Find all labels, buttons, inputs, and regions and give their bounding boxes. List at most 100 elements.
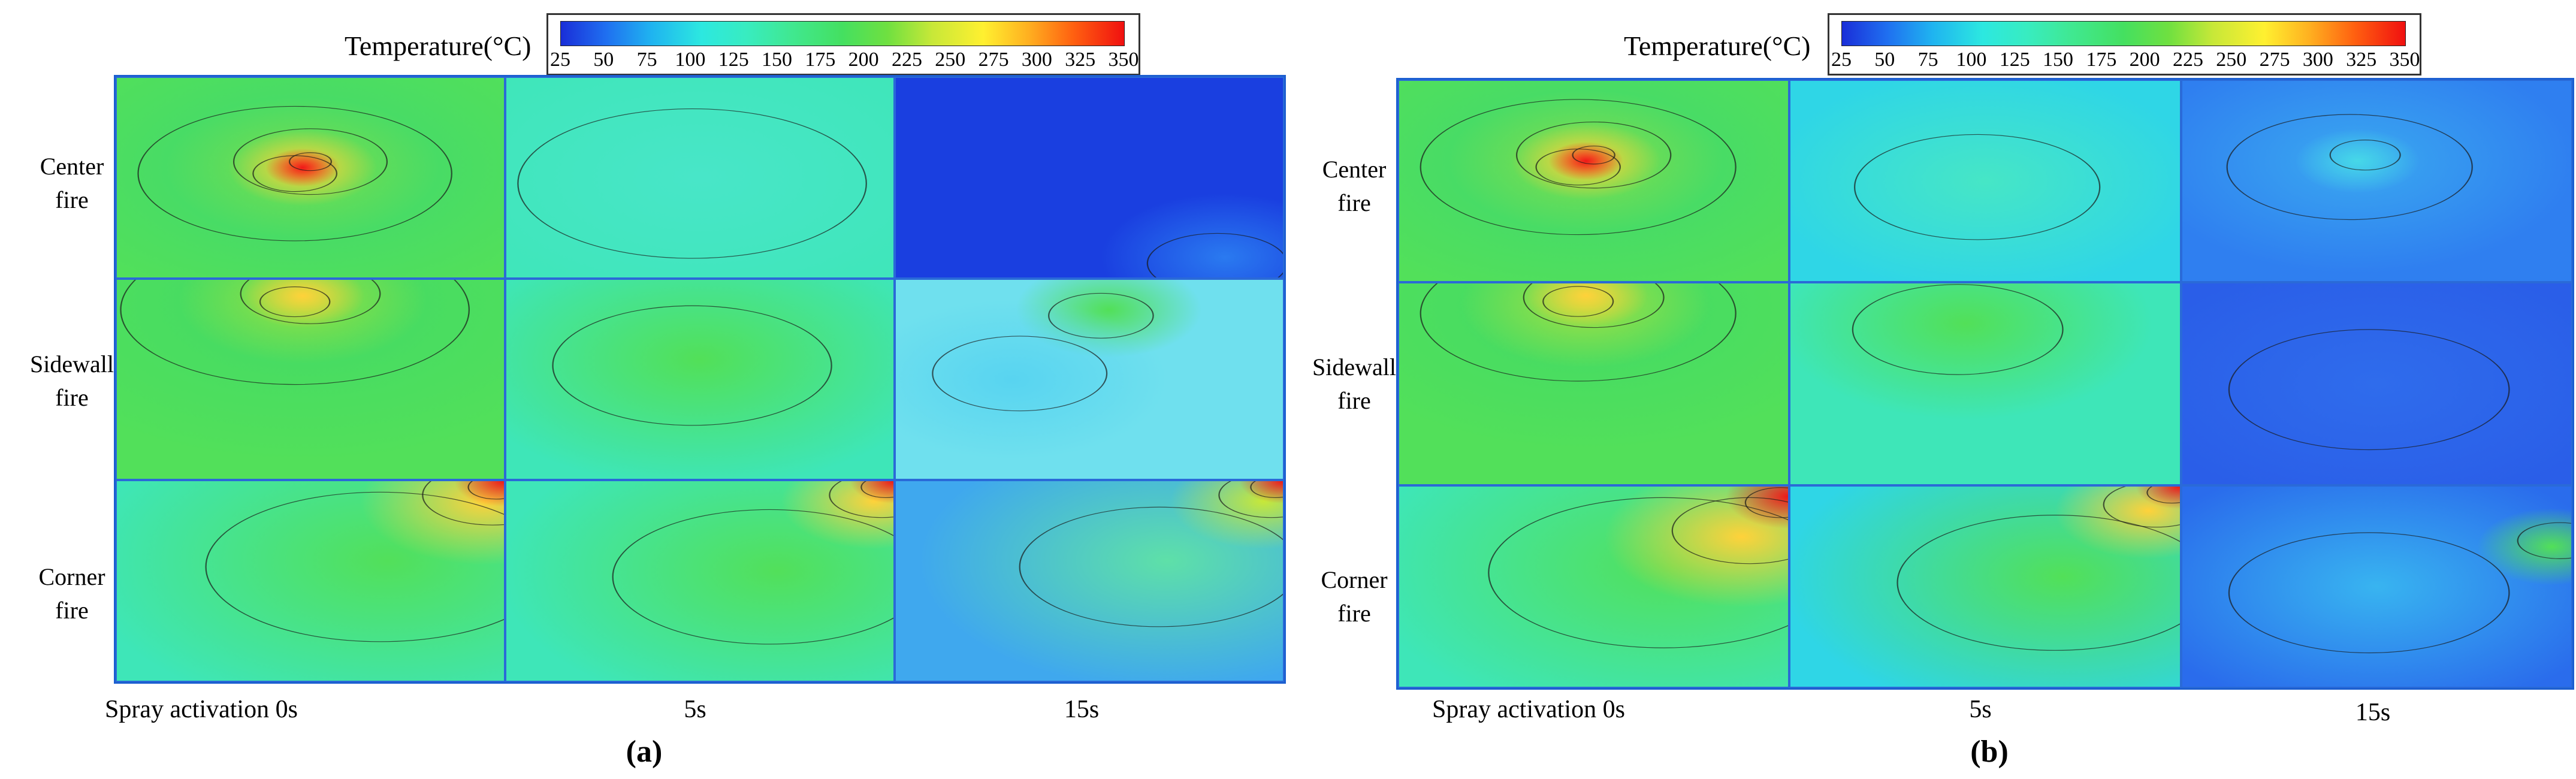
temperature-field (506, 481, 893, 681)
row-label-line: fire (55, 597, 89, 624)
col-label-0s: Spray activation 0s (1432, 696, 1625, 723)
panel-b: Temperature(°C) 25 50 75 100 125 150 175 200 225… (1288, 0, 2576, 779)
temperature-field (2182, 486, 2571, 687)
colorbar-tick-label: 100 (1956, 49, 1987, 71)
heatmap-grid (114, 75, 1286, 684)
colorbar: 25 50 75 100 125 150 175 200 225 250 275 300 325 350 (546, 13, 1140, 76)
temperature-field (1399, 81, 1789, 282)
heatmap-cell (116, 480, 505, 682)
heatmap-cell (505, 480, 895, 682)
temperature-field (506, 279, 893, 479)
contour-line (1420, 283, 1737, 382)
temperature-zone (1548, 141, 1624, 180)
contour-line (205, 492, 504, 642)
temperature-zone (454, 481, 504, 507)
colorbar-gradient (1841, 21, 2406, 46)
col-label-5s: 5s (684, 696, 706, 723)
row-label-center: Center fire (12, 150, 132, 217)
contour-line (1218, 481, 1283, 518)
colorbar-tick-label: 125 (718, 49, 749, 71)
temperature-zone (2294, 129, 2420, 194)
contour-line (932, 336, 1108, 411)
contour-line (1542, 286, 1614, 318)
contour-line (2228, 329, 2510, 451)
temperature-field (1399, 486, 1789, 687)
col-label-5s: 5s (1969, 696, 1992, 723)
colorbar-tick-label: 175 (2086, 49, 2117, 71)
row-label-line: fire (1337, 600, 1371, 627)
row-label-center: Center fire (1294, 153, 1414, 220)
contour-line (1852, 284, 2064, 376)
contour-line (1250, 481, 1283, 499)
temperature-zone (2182, 486, 2571, 687)
row-label-sidewall: Sidewall fire (12, 348, 132, 415)
colorbar-tick-label: 250 (935, 49, 966, 71)
row-label-line: fire (1337, 189, 1371, 216)
panel-caption: (a) (626, 735, 663, 769)
colorbar-tick-label: 200 (848, 49, 879, 71)
colorbar-tick-label: 300 (1021, 49, 1052, 71)
colorbar-tick-label: 25 (550, 49, 570, 71)
temperature-field (2182, 283, 2571, 484)
heatmap-cell (505, 77, 895, 279)
contour-line (829, 481, 893, 518)
contour-line (1146, 233, 1283, 277)
colorbar-tick-label: 75 (1917, 49, 1938, 71)
temperature-zone (1523, 283, 1648, 328)
contour-line (552, 305, 832, 426)
contour-line (2103, 486, 2180, 527)
contour-line (1420, 99, 1737, 235)
row-label-line: Sidewall (1312, 354, 1396, 381)
contour-line (240, 279, 381, 324)
colorbar-tick-label: 275 (2259, 49, 2290, 71)
row-label-line: Sidewall (30, 351, 114, 378)
col-label-15s: 15s (2355, 699, 2391, 726)
contour-line (137, 105, 452, 241)
heatmap-cell (1789, 485, 2181, 688)
contour-line (2226, 114, 2473, 221)
contour-line (1523, 283, 1665, 328)
contour-line (232, 128, 388, 195)
colorbar-tick-label: 325 (2346, 49, 2377, 71)
contour-line (2228, 532, 2510, 653)
temperature-field (117, 78, 504, 277)
heatmap-cell (116, 77, 505, 279)
temperature-zone (506, 78, 893, 277)
colorbar-tick-label: 75 (636, 49, 657, 71)
contour-line (1572, 146, 1615, 165)
contour-line (1744, 487, 1789, 518)
temperature-field (1790, 486, 2180, 687)
temperature-zone (265, 148, 340, 187)
temperature-field (2182, 81, 2571, 273)
temperature-field (896, 279, 1202, 460)
contour-line (1488, 497, 1789, 648)
temperature-field (919, 481, 1283, 681)
temperature-field (1790, 283, 2153, 420)
heatmap-cell (1789, 80, 2181, 283)
heatmap-cell (1398, 80, 1790, 283)
heatmap-cell (2181, 485, 2572, 688)
row-label-corner: Corner fire (1294, 563, 1414, 630)
temperature-field (1399, 283, 1789, 452)
contour-line (612, 509, 893, 645)
row-label-line: fire (55, 186, 89, 213)
temperature-zone (2477, 508, 2571, 585)
colorbar-title: Temperature(°C) (345, 31, 531, 61)
colorbar-tick-label: 275 (978, 49, 1009, 71)
row-label-line: Corner (38, 563, 105, 590)
colorbar-tick-label: 125 (1999, 49, 2030, 71)
row-label-line: fire (1337, 387, 1371, 414)
colorbar-tick-label: 350 (1108, 49, 1139, 71)
heatmap-cell (1789, 282, 2181, 485)
colorbar-tick-label: 250 (2216, 49, 2247, 71)
colorbar-tick-label: 25 (1831, 49, 1852, 71)
colorbar-tick-label: 50 (1874, 49, 1895, 71)
contour-line (1019, 507, 1283, 627)
panel-a: Temperature(°C) 25 50 75 100 125 150 175 200 225… (12, 13, 1286, 769)
contour-line (2146, 486, 2180, 503)
heatmap-cell (1398, 282, 1790, 485)
colorbar-tick-label: 175 (805, 49, 836, 71)
colorbar-tick-label: 150 (2043, 49, 2074, 71)
col-label-0s: Spray activation 0s (105, 696, 298, 723)
contour-line (517, 108, 867, 259)
